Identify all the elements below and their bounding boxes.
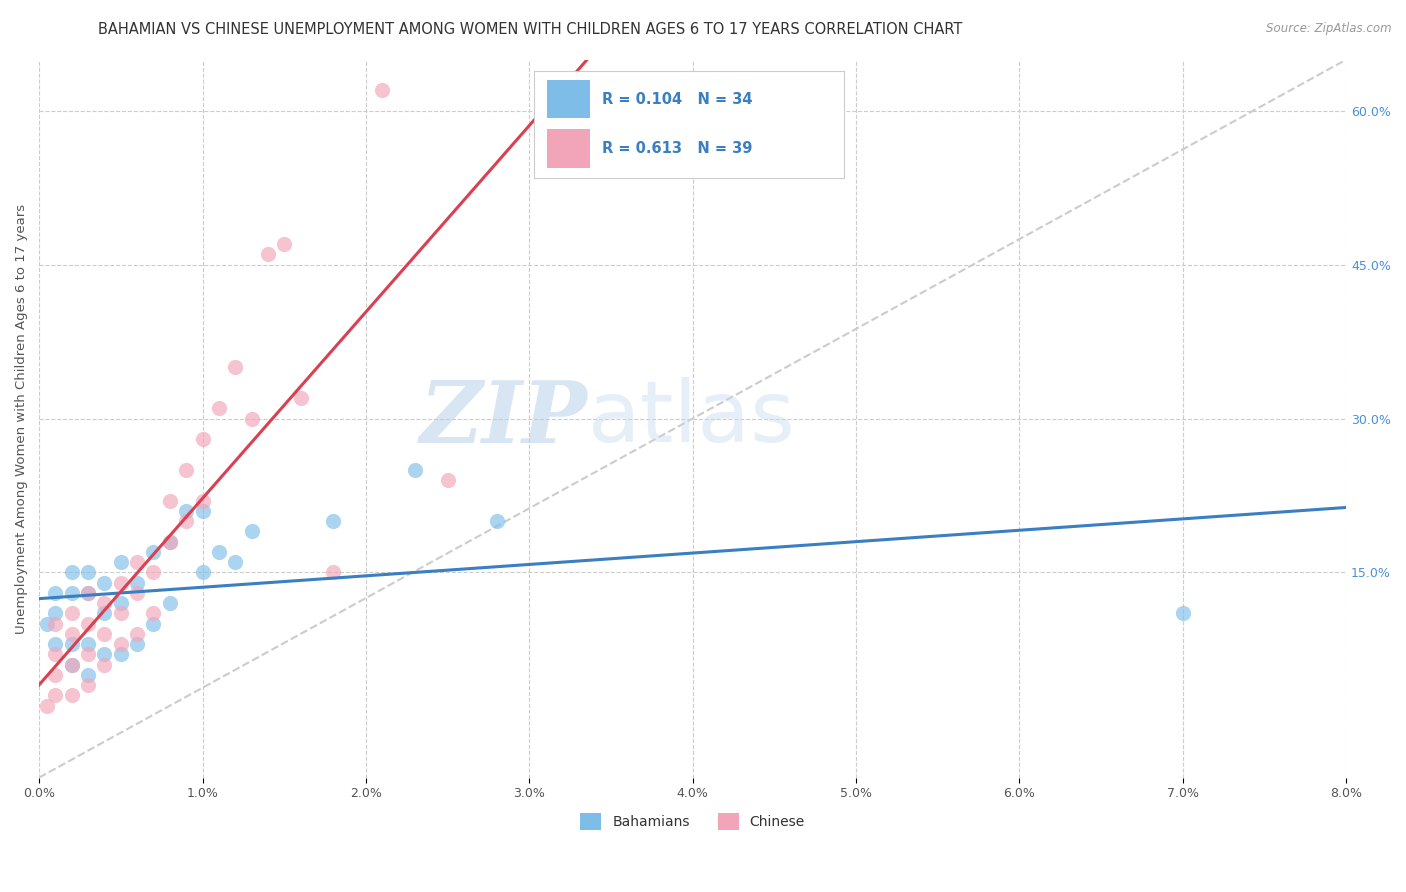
- Point: [142, 545, 165, 559]
- Point: [37, 616, 59, 631]
- Point: [44, 689, 66, 703]
- Point: [436, 473, 458, 487]
- Point: [44, 648, 66, 662]
- Point: [44, 586, 66, 600]
- Point: [174, 463, 197, 477]
- Text: R = 0.613   N = 39: R = 0.613 N = 39: [602, 141, 752, 156]
- Point: [208, 401, 231, 416]
- Point: [127, 575, 149, 590]
- Point: [60, 566, 83, 580]
- Point: [110, 575, 132, 590]
- Point: [208, 545, 231, 559]
- Point: [159, 534, 181, 549]
- Point: [44, 668, 66, 682]
- Point: [174, 504, 197, 518]
- Point: [224, 555, 246, 569]
- Point: [77, 566, 100, 580]
- Point: [404, 463, 426, 477]
- Point: [60, 607, 83, 621]
- Point: [77, 668, 100, 682]
- Point: [93, 607, 115, 621]
- Point: [240, 411, 263, 425]
- Point: [127, 637, 149, 651]
- Point: [44, 616, 66, 631]
- Legend: Bahamians, Chinese: Bahamians, Chinese: [575, 807, 810, 835]
- Point: [322, 566, 344, 580]
- Point: [142, 566, 165, 580]
- Text: atlas: atlas: [588, 377, 796, 460]
- Point: [240, 524, 263, 539]
- Point: [110, 637, 132, 651]
- Point: [110, 596, 132, 610]
- Point: [159, 534, 181, 549]
- Point: [224, 360, 246, 375]
- Text: Source: ZipAtlas.com: Source: ZipAtlas.com: [1267, 22, 1392, 36]
- Point: [1171, 607, 1194, 621]
- Point: [322, 514, 344, 528]
- Point: [60, 637, 83, 651]
- Point: [191, 493, 214, 508]
- Point: [37, 698, 59, 713]
- Point: [371, 83, 394, 97]
- Text: ZIP: ZIP: [420, 376, 588, 460]
- Y-axis label: Unemployment Among Women with Children Ages 6 to 17 years: Unemployment Among Women with Children A…: [15, 203, 28, 633]
- Point: [60, 657, 83, 672]
- Point: [77, 586, 100, 600]
- Point: [110, 555, 132, 569]
- Point: [93, 657, 115, 672]
- Point: [60, 627, 83, 641]
- Point: [142, 607, 165, 621]
- Point: [93, 627, 115, 641]
- Point: [273, 237, 295, 252]
- Point: [44, 607, 66, 621]
- Text: BAHAMIAN VS CHINESE UNEMPLOYMENT AMONG WOMEN WITH CHILDREN AGES 6 TO 17 YEARS CO: BAHAMIAN VS CHINESE UNEMPLOYMENT AMONG W…: [98, 22, 963, 37]
- Point: [485, 514, 508, 528]
- Point: [110, 648, 132, 662]
- Point: [44, 637, 66, 651]
- Point: [290, 391, 312, 405]
- Point: [93, 648, 115, 662]
- Point: [77, 637, 100, 651]
- Point: [77, 616, 100, 631]
- Point: [142, 616, 165, 631]
- Point: [159, 596, 181, 610]
- FancyBboxPatch shape: [547, 80, 591, 119]
- Point: [174, 514, 197, 528]
- Point: [93, 575, 115, 590]
- Point: [77, 586, 100, 600]
- Point: [77, 678, 100, 692]
- Point: [191, 504, 214, 518]
- FancyBboxPatch shape: [547, 129, 591, 168]
- Point: [60, 657, 83, 672]
- Point: [60, 689, 83, 703]
- Point: [60, 586, 83, 600]
- Point: [93, 596, 115, 610]
- Point: [159, 493, 181, 508]
- Point: [191, 566, 214, 580]
- Point: [257, 247, 280, 261]
- Text: R = 0.104   N = 34: R = 0.104 N = 34: [602, 92, 752, 107]
- Point: [191, 432, 214, 446]
- Point: [127, 555, 149, 569]
- Point: [77, 648, 100, 662]
- Point: [127, 627, 149, 641]
- Point: [110, 607, 132, 621]
- Point: [127, 586, 149, 600]
